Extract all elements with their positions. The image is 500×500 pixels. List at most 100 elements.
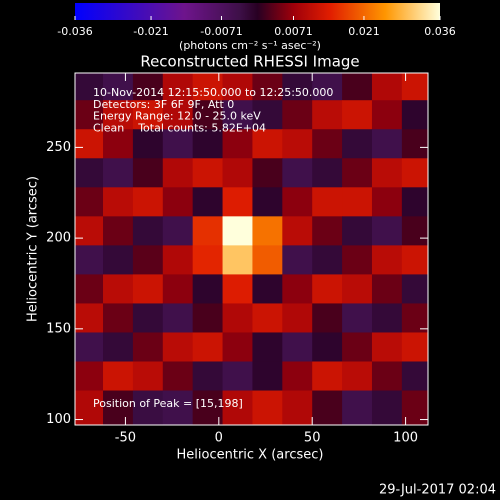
heatmap-cell (282, 129, 313, 159)
heatmap-cell (312, 361, 343, 392)
heatmap-cell (132, 274, 164, 304)
heatmap-cell (312, 274, 343, 304)
heatmap-cell (75, 245, 104, 275)
heatmap-cell (222, 73, 253, 101)
heatmap-cell (162, 73, 194, 101)
heatmap-cell (132, 187, 164, 217)
heatmap-cell (103, 129, 134, 159)
heatmap-cell (192, 245, 224, 275)
heatmap-cell (312, 129, 343, 159)
heatmap-cell (312, 390, 343, 425)
heatmap-cell (371, 245, 403, 275)
heatmap-cell (282, 303, 313, 333)
heatmap-cell (371, 158, 403, 188)
heatmap-cell (162, 274, 194, 304)
heatmap-cell (312, 158, 343, 188)
heatmap-cell (401, 73, 428, 101)
y-axis-label: Heliocentric Y (arcsec) (26, 176, 41, 322)
heatmap-cell (222, 129, 253, 159)
heatmap-cell (342, 361, 373, 392)
colorbar-tick-label: -0.021 (133, 25, 168, 38)
heatmap-cell (192, 187, 224, 217)
heatmap-cell (371, 390, 403, 425)
heatmap-cell (103, 245, 134, 275)
heatmap-cell (252, 274, 283, 304)
heatmap-cell (371, 187, 403, 217)
y-tick-label: 250 (46, 140, 71, 155)
heatmap-cell (312, 73, 343, 101)
heatmap-cell (103, 361, 134, 392)
heatmap-cell (312, 216, 343, 246)
heatmap-cell (342, 100, 373, 130)
annotation: Clean Total counts: 5.82E+04 (93, 121, 266, 134)
heatmap-cell (371, 73, 403, 101)
heatmap-cell (103, 332, 134, 362)
heatmap-cell (312, 187, 343, 217)
heatmap-cell (192, 390, 224, 425)
heatmap-cell (342, 332, 373, 362)
heatmap-cell (401, 158, 428, 188)
heatmap-cell (371, 216, 403, 246)
x-tick-label: 100 (393, 431, 418, 446)
heatmap-cell (132, 390, 164, 425)
heatmap-cell (162, 216, 194, 246)
colorbar-tick-label: 0.0071 (274, 25, 313, 38)
heatmap-cell (371, 129, 403, 159)
colorbar (75, 3, 440, 20)
heatmap-cell (222, 332, 253, 362)
heatmap-cell (222, 245, 253, 275)
heatmap-cell (132, 129, 164, 159)
y-tick-label: 100 (46, 412, 71, 427)
peak-label: Position of Peak = [15,198] (93, 397, 243, 410)
heatmap-cell (222, 361, 253, 392)
heatmap-cell (342, 158, 373, 188)
x-axis-label: Heliocentric X (arcsec) (177, 448, 324, 463)
heatmap-cell (162, 158, 194, 188)
heatmap-cell (162, 303, 194, 333)
heatmap-cell (162, 187, 194, 217)
heatmap-cell (282, 187, 313, 217)
heatmap-cell (342, 216, 373, 246)
annotation: Detectors: 3F 6F 9F, Att 0 (93, 98, 234, 111)
heatmap-cell (342, 129, 373, 159)
heatmap-cell (103, 187, 134, 217)
footer-date: 29-Jul-2017 02:04 (379, 483, 496, 498)
heatmap-cell (162, 361, 194, 392)
x-tick-label: -50 (115, 431, 136, 446)
heatmap-cell (282, 390, 313, 425)
heatmap-cell (192, 274, 224, 304)
heatmap-cell (401, 303, 428, 333)
heatmap-cell (252, 303, 283, 333)
heatmap-cell (252, 216, 283, 246)
heatmap-cell (162, 390, 194, 425)
heatmap-cell (342, 73, 373, 101)
heatmap-cell (132, 361, 164, 392)
plot-frame (74, 72, 429, 426)
heatmap-cell (103, 390, 134, 425)
heatmap-cell (252, 361, 283, 392)
heatmap-cell (252, 332, 283, 362)
heatmap-cell (222, 274, 253, 304)
heatmap-cell (162, 100, 194, 130)
heatmap-cell (75, 216, 104, 246)
colorbar-tick-label: 0.036 (424, 25, 456, 38)
heatmap-cell (103, 73, 134, 101)
heatmap-cell (75, 129, 104, 159)
colorbar-tick-label: 0.021 (348, 25, 380, 38)
heatmap-cell (371, 332, 403, 362)
heatmap-cell (282, 361, 313, 392)
heatmap-cell (132, 73, 164, 101)
heatmap-cell (371, 361, 403, 392)
heatmap-cell (252, 390, 283, 425)
heatmap-cell (75, 332, 104, 362)
heatmap-cell (371, 303, 403, 333)
heatmap-cell (282, 245, 313, 275)
heatmap-cell (192, 332, 224, 362)
heatmap-cell (75, 303, 104, 333)
heatmap-cell (75, 361, 104, 392)
heatmap-cell (252, 187, 283, 217)
heatmap-cell (222, 100, 253, 130)
heatmap-cell (312, 245, 343, 275)
heatmap-cell (103, 216, 134, 246)
